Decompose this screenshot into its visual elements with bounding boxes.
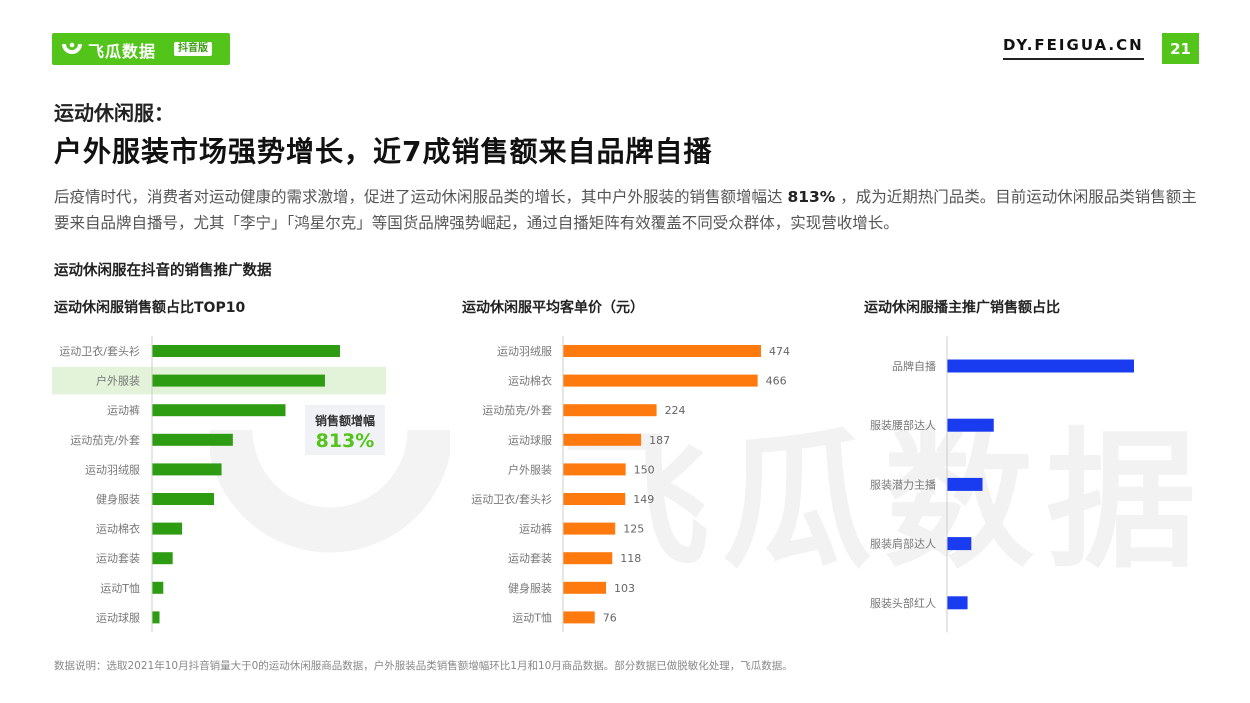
category-label: 服装头部红人 <box>870 596 936 610</box>
callout-label: 销售额增幅 <box>314 414 375 428</box>
chart-avg-unit-price: 运动羽绒服 474 运动棉衣 466 运动茄克/外套 224 运动球服 187 户外服装 150 运… <box>471 336 790 633</box>
bar <box>563 404 657 417</box>
category-label: 运动棉衣 <box>96 522 140 536</box>
category-label: 户外服装 <box>508 462 552 476</box>
value-label: 150 <box>634 463 655 476</box>
category-label: 运动棉衣 <box>508 374 552 388</box>
bar <box>152 433 233 446</box>
brand-logo: 飞瓜数据 抖音版 <box>52 33 230 65</box>
category-label: 品牌自播 <box>892 359 936 373</box>
value-label: 187 <box>649 434 670 447</box>
chart3-title: 运动休闲服播主推广销售额占比 <box>864 300 1060 316</box>
feigua-logo-icon <box>62 42 82 54</box>
page-subtitle: 运动休闲服： <box>54 101 174 125</box>
bar <box>152 611 160 624</box>
site-url[interactable]: DY.FEIGUA.CN <box>1003 36 1144 60</box>
value-label: 103 <box>614 582 635 595</box>
watermark-text: 飞瓜数据 <box>560 415 1209 589</box>
value-label: 125 <box>623 523 644 536</box>
category-label: 户外服装 <box>96 374 140 388</box>
description-part1: 后疫情时代，消费者对运动健康的需求激增，促进了运动休闲服品类的增长，其中户外服装… <box>54 188 788 206</box>
description: 后疫情时代，消费者对运动健康的需求激增，促进了运动休闲服品类的增长，其中户外服装… <box>54 184 1204 236</box>
category-label: 运动卫衣/套头衫 <box>59 344 140 358</box>
bar <box>152 345 340 357</box>
logo-text: 飞瓜数据 <box>88 42 157 61</box>
bar <box>947 359 1134 373</box>
section-title: 运动休闲服在抖音的销售推广数据 <box>54 263 272 279</box>
value-label: 76 <box>603 611 617 624</box>
category-label: 服装潜力主播 <box>870 477 936 491</box>
bar <box>152 581 164 594</box>
value-label: 224 <box>665 404 686 417</box>
category-label: 运动裤 <box>519 522 552 536</box>
bar <box>563 493 626 505</box>
category-label: 服装肩部达人 <box>870 537 936 551</box>
bar <box>152 522 183 535</box>
category-label: 运动套装 <box>96 552 140 565</box>
bar <box>152 404 286 417</box>
callout-value: 813% <box>315 430 375 452</box>
value-label: 474 <box>769 345 790 358</box>
category-label: 运动羽绒服 <box>497 345 552 358</box>
bar <box>152 374 325 387</box>
category-label: 运动球服 <box>508 433 552 447</box>
category-label: 运动T恤 <box>100 582 140 595</box>
chart1-title: 运动休闲服销售额占比TOP10 <box>54 300 246 316</box>
bar <box>563 374 758 387</box>
bar <box>947 537 972 551</box>
bar <box>563 433 642 446</box>
value-label: 149 <box>633 493 654 506</box>
chart-sales-share-top10: 运动卫衣/套头衫户外服装运动裤运动茄克/外套运动羽绒服健身服装运动棉衣运动套装运… <box>52 336 386 633</box>
bar <box>152 493 215 505</box>
bar <box>563 581 607 594</box>
bar <box>563 522 616 535</box>
category-label: 运动茄克/外套 <box>70 433 140 447</box>
bar <box>152 552 173 565</box>
description-part2: ，成为近期热门品类。目前运动休闲服品类销售额主要来自品牌自播号，尤其「李宁」「鸿… <box>54 188 1197 232</box>
page-number: 21 <box>1162 33 1199 64</box>
bar <box>563 463 626 476</box>
growth-callout: 销售额增幅 813% <box>305 405 385 455</box>
description-highlight: 813% <box>787 188 836 206</box>
bar <box>947 596 968 610</box>
chart2-title: 运动休闲服平均客单价（元） <box>462 300 644 316</box>
category-label: 运动茄克/外套 <box>482 403 552 417</box>
bar <box>947 477 983 491</box>
category-label: 运动套装 <box>508 552 552 565</box>
category-label: 健身服装 <box>508 581 552 595</box>
bar <box>563 611 595 624</box>
bar <box>563 345 761 357</box>
value-label: 118 <box>620 552 641 565</box>
bar <box>947 418 994 432</box>
category-label: 健身服装 <box>96 492 140 506</box>
bar <box>152 463 222 476</box>
logo-badge: 抖音版 <box>174 42 212 56</box>
category-label: 运动球服 <box>96 610 140 624</box>
category-label: 运动裤 <box>107 403 140 417</box>
category-label: 运动卫衣/套头衫 <box>471 492 552 506</box>
page-title: 户外服装市场强势增长，近7成销售额来自品牌自播 <box>54 135 713 168</box>
footnote: 数据说明：选取2021年10月抖音销量大于0的运动休闲服商品数据，户外服装品类销… <box>54 660 793 672</box>
category-label: 运动羽绒服 <box>85 463 140 476</box>
watermark-logo <box>210 429 450 553</box>
category-label: 运动T恤 <box>512 611 552 624</box>
bar <box>563 552 613 565</box>
value-label: 466 <box>766 375 787 388</box>
category-label: 服装腰部达人 <box>870 418 936 432</box>
